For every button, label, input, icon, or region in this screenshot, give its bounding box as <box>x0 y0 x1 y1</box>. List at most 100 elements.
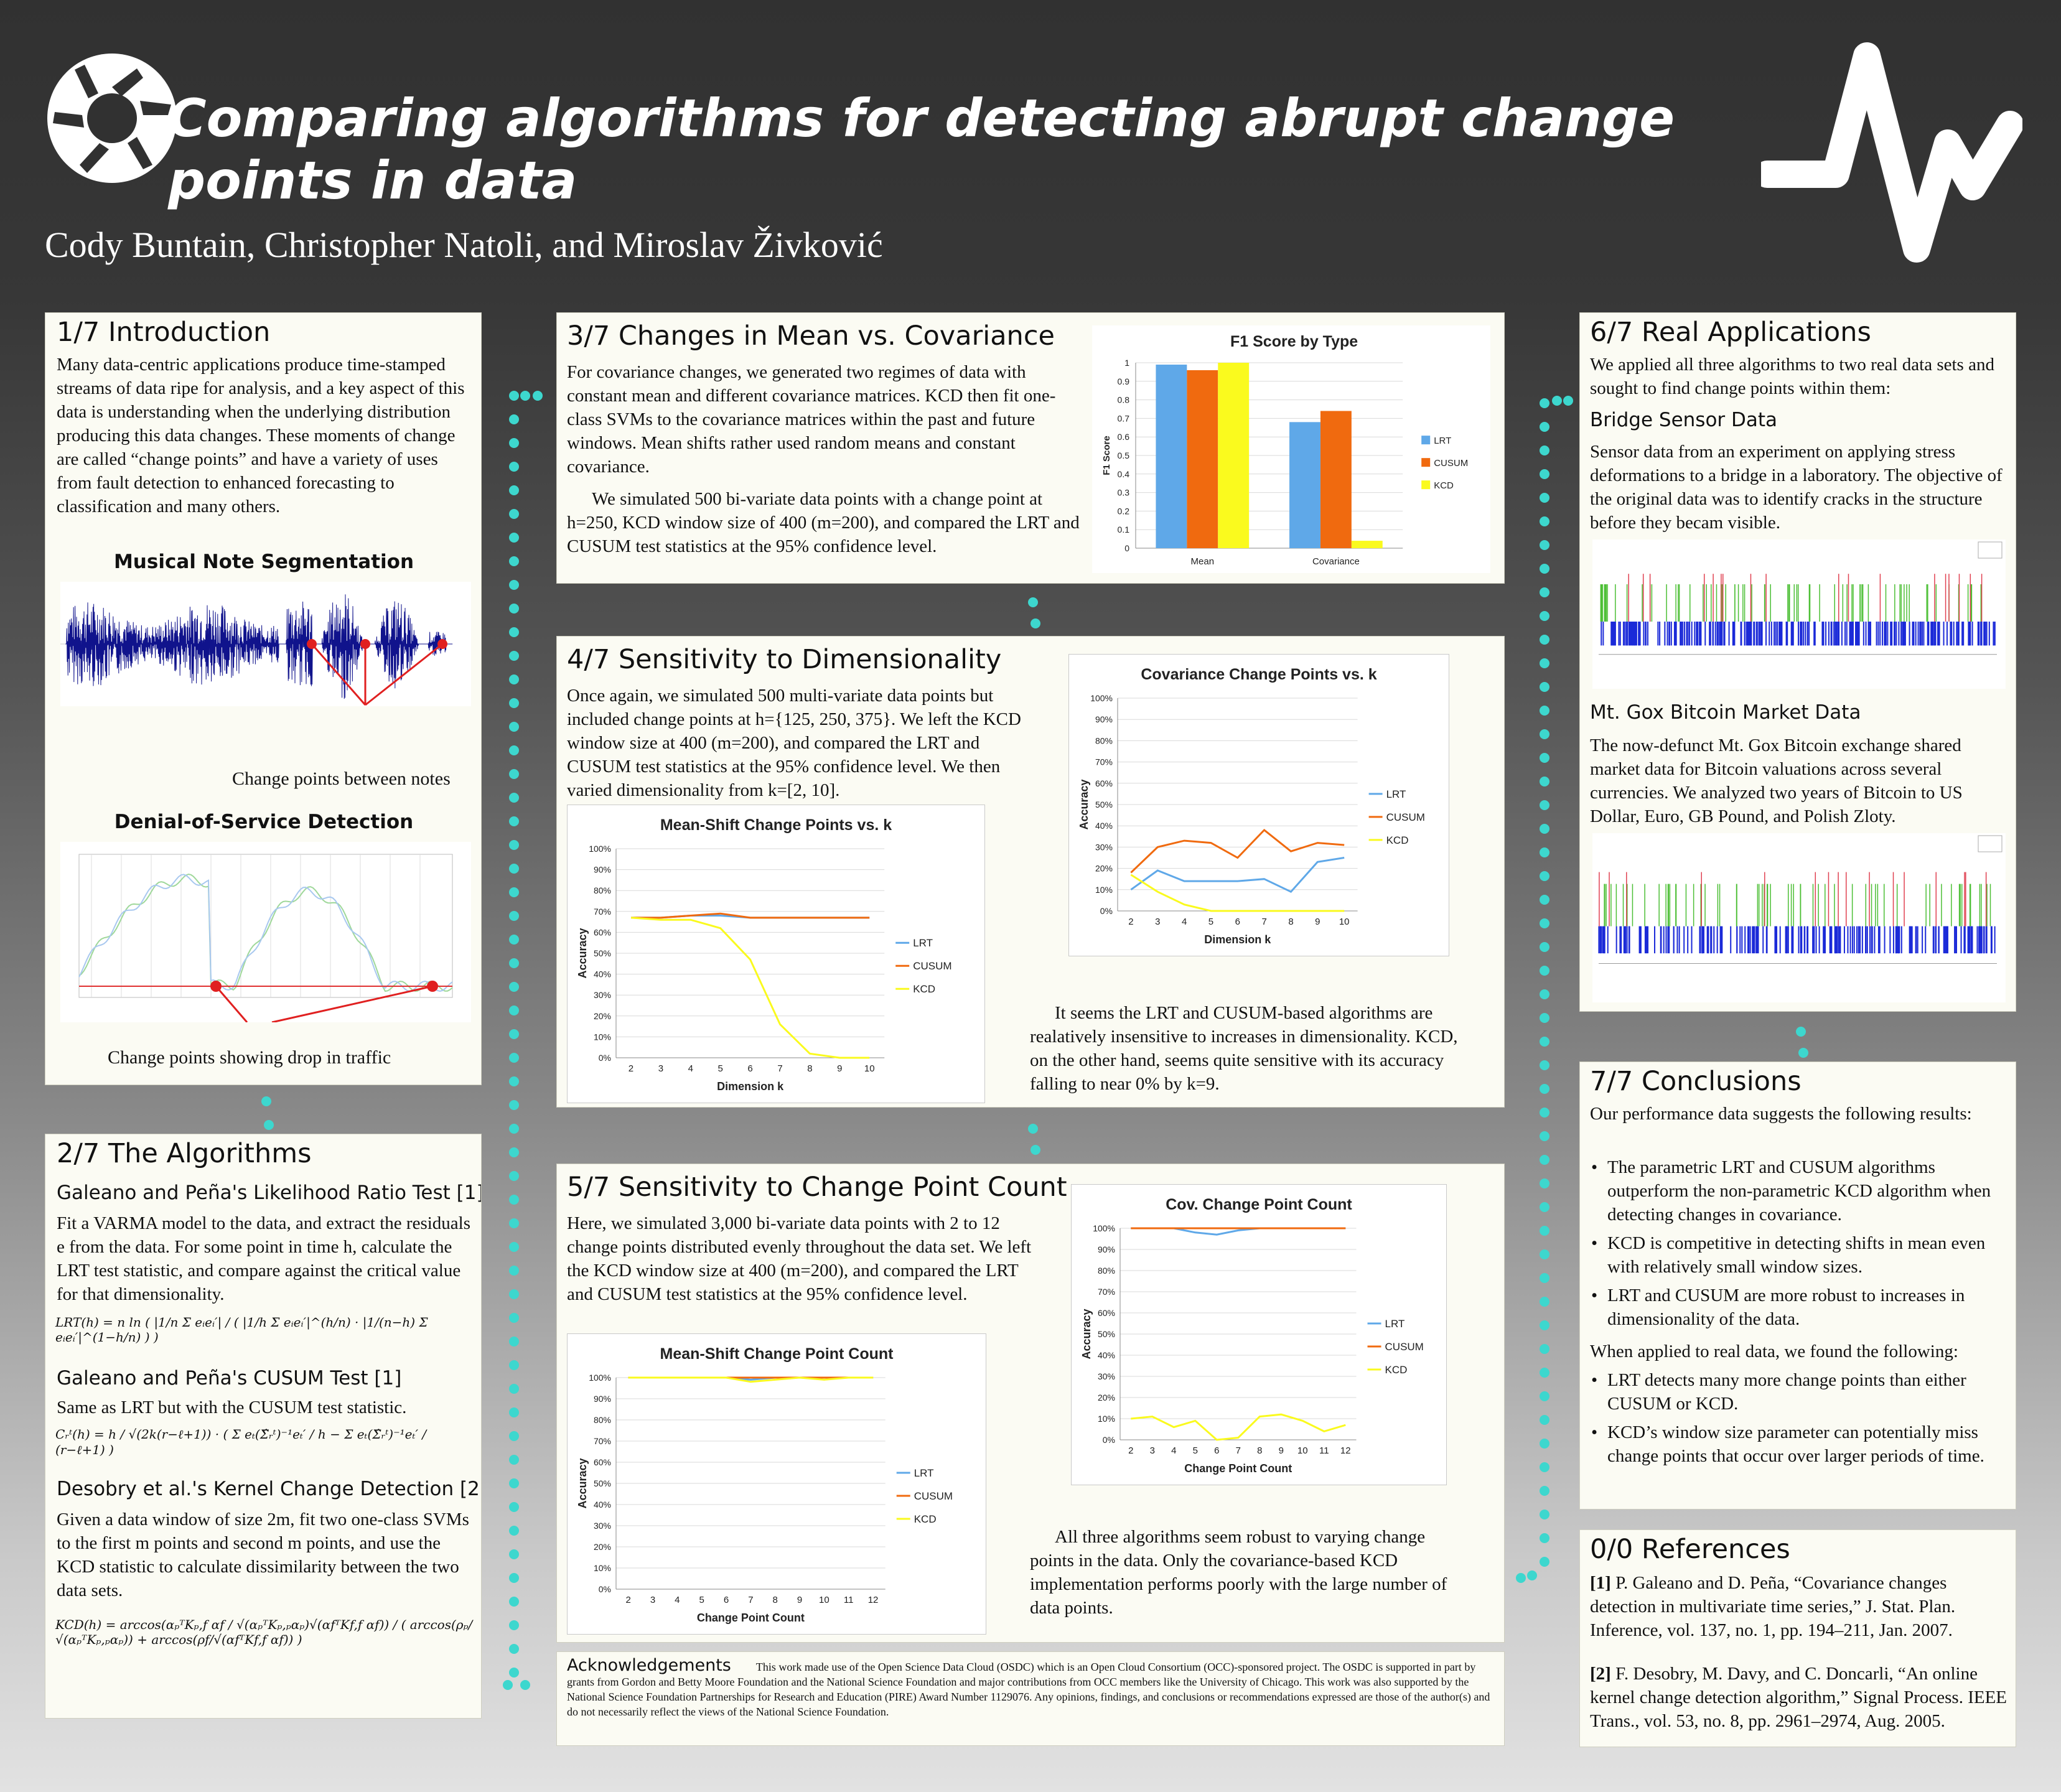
conclusions-list-1: The parametric LRT and CUSUM algorithms … <box>1590 1155 2007 1331</box>
conclusions-panel: 7/7 Conclusions Our performance data sug… <box>1579 1062 2016 1510</box>
x-tick-label: 5 <box>699 1595 704 1605</box>
musical-waveform-figure <box>60 582 471 706</box>
y-tick-label: 30% <box>594 1521 611 1531</box>
dimensionality-p2: It seems the LRT and CUSUM-based algorit… <box>1030 1003 1458 1094</box>
legend-label: KCD <box>914 1513 937 1525</box>
x-tick-label: 2 <box>629 1063 633 1074</box>
y-tick-label: 0.2 <box>1118 506 1130 516</box>
pulse-logo-icon <box>1761 42 2022 263</box>
x-tick-label: 6 <box>724 1595 729 1605</box>
y-tick-label: 10% <box>1095 885 1113 895</box>
x-tick-label: 8 <box>1257 1445 1262 1456</box>
conclusions-list-2: LRT detects many more change points than… <box>1590 1368 2007 1468</box>
y-tick-label: 50% <box>1098 1329 1115 1339</box>
intro-panel: 1/7 Introduction Many data-centric appli… <box>45 312 482 1085</box>
acknowledgements-text: This work made use of the Open Science D… <box>567 1661 1490 1718</box>
bar-cusum <box>1320 411 1352 548</box>
y-tick-label: 100% <box>589 1373 611 1383</box>
series-line-kcd <box>1130 874 1345 912</box>
lrt-formula: LRT(h) = n ln ( |1/n Σ eᵢeᵢ′| / ( |1/h Σ… <box>55 1315 428 1345</box>
acknowledgements-heading: Acknowledgements <box>567 1656 731 1675</box>
aperture-logo-icon <box>47 54 177 183</box>
x-tick-label: 10 <box>819 1595 830 1605</box>
dimensionality-panel: 4/7 Sensitivity to Dimensionality Once a… <box>556 636 1505 1108</box>
conclusions-intro: Our performance data suggests the follow… <box>1590 1104 1972 1124</box>
reference-2-text: F. Desobry, M. Davy, and C. Doncarli, “A… <box>1590 1664 2007 1731</box>
y-tick-label: 60% <box>1095 778 1113 788</box>
bar-cusum <box>1187 370 1218 548</box>
y-axis-label: F1 Score <box>1101 436 1112 475</box>
dos-traffic-figure <box>60 842 471 1022</box>
lrt-title: Galeano and Peña's Likelihood Ratio Test… <box>57 1182 482 1204</box>
algorithms-heading: 2/7 The Algorithms <box>57 1138 312 1169</box>
series-line-kcd <box>1131 1413 1346 1441</box>
algorithms-panel: 2/7 The Algorithms Galeano and Peña's Li… <box>45 1134 482 1719</box>
x-tick-label: 5 <box>1208 917 1213 927</box>
x-tick-label: 3 <box>1155 917 1160 927</box>
dimensionality-heading: 4/7 Sensitivity to Dimensionality <box>567 644 1002 675</box>
chart-title: Mean-Shift Change Points vs. k <box>660 816 892 834</box>
real-apps-panel: 6/7 Real Applications We applied all thr… <box>1579 312 2016 1012</box>
cusum-text: Same as LRT but with the CUSUM test stat… <box>57 1398 407 1417</box>
chart-title: Mean-Shift Change Point Count <box>660 1345 894 1363</box>
cp-count-p1: Here, we simulated 3,000 bi-variate data… <box>567 1213 1032 1304</box>
y-tick-label: 90% <box>594 1394 611 1404</box>
conclusion-bullet: KCD is competitive in detecting shifts i… <box>1590 1231 2007 1279</box>
x-tick-label: 3 <box>1150 1445 1155 1456</box>
legend-label: KCD <box>913 983 935 995</box>
y-tick-label: 80% <box>594 885 611 895</box>
gox-changepoint-figure <box>1592 833 2006 1002</box>
y-tick-label: 0.8 <box>1118 395 1130 405</box>
series-line-kcd <box>630 917 870 1059</box>
real-apps-p1: We applied all three algorithms to two r… <box>1590 355 1994 398</box>
mean-cov-heading: 3/7 Changes in Mean vs. Covariance <box>567 320 1055 352</box>
x-tick-label: 11 <box>844 1595 854 1605</box>
y-tick-label: 80% <box>1095 735 1113 745</box>
cusum-formula: Cᵣᵗ(h) = h / √(2k(r−ℓ+1)) · ( Σ eₜ(Σ̂ᵣᵗ)… <box>55 1427 427 1457</box>
x-tick-label: 9 <box>1315 917 1320 927</box>
y-tick-label: 50% <box>594 948 611 958</box>
x-tick-label: 2 <box>625 1595 630 1605</box>
y-tick-label: 10% <box>594 1032 611 1042</box>
real-apps-heading: 6/7 Real Applications <box>1590 317 1871 348</box>
dos-figure-caption: Change points showing drop in traffic <box>108 1047 391 1068</box>
y-tick-label: 40% <box>1098 1350 1115 1360</box>
y-tick-label: 70% <box>594 907 611 917</box>
y-tick-label: 10% <box>1098 1414 1115 1424</box>
y-tick-label: 80% <box>594 1415 611 1425</box>
y-tick-label: 70% <box>1095 757 1113 767</box>
bridge-title: Bridge Sensor Data <box>1590 409 1778 431</box>
chart-title: Cov. Change Point Count <box>1166 1196 1352 1213</box>
y-tick-label: 0.3 <box>1118 488 1130 498</box>
y-tick-label: 1 <box>1124 358 1129 368</box>
x-axis-label: Dimension k <box>717 1080 784 1093</box>
y-tick-label: 20% <box>594 1542 611 1552</box>
legend-label: KCD <box>1385 1364 1408 1376</box>
reference-2-number: [2] <box>1590 1664 1611 1684</box>
x-tick-label: 4 <box>1182 917 1187 927</box>
x-tick-label: 10 <box>1297 1445 1308 1456</box>
acknowledgements-panel: Acknowledgements This work made use of th… <box>556 1651 1505 1746</box>
x-tick-label: 6 <box>1235 917 1240 927</box>
y-tick-label: 0% <box>1103 1435 1115 1445</box>
x-tick-label: 4 <box>688 1063 693 1074</box>
y-axis-label: Accuracy <box>576 1458 589 1508</box>
x-tick-label: 7 <box>1236 1445 1241 1456</box>
bar-kcd <box>1351 541 1383 548</box>
y-tick-label: 60% <box>594 927 611 937</box>
bridge-changepoint-figure <box>1592 539 2006 689</box>
y-tick-label: 0.7 <box>1118 413 1130 423</box>
x-tick-label: 6 <box>747 1063 752 1074</box>
x-axis-label: Dimension k <box>1204 933 1271 946</box>
y-tick-label: 0 <box>1124 543 1129 553</box>
conclusion-bullet: KCD’s window size parameter can potentia… <box>1590 1421 2007 1468</box>
dos-figure-title: Denial-of-Service Detection <box>114 811 414 833</box>
y-tick-label: 60% <box>594 1457 611 1467</box>
legend-label: LRT <box>1386 788 1406 800</box>
cov-k-chart: Covariance Change Points vs. k 0% 10% 20% 30… <box>1068 654 1449 956</box>
y-tick-label: 100% <box>589 844 611 854</box>
bridge-text: Sensor data from an experiment on applyi… <box>1590 442 2003 533</box>
cp-count-p2: All three algorithms seem robust to vary… <box>1030 1527 1447 1618</box>
musical-figure-title: Musical Note Segmentation <box>113 551 414 573</box>
intro-text: Many data-centric applications produce t… <box>57 355 465 516</box>
